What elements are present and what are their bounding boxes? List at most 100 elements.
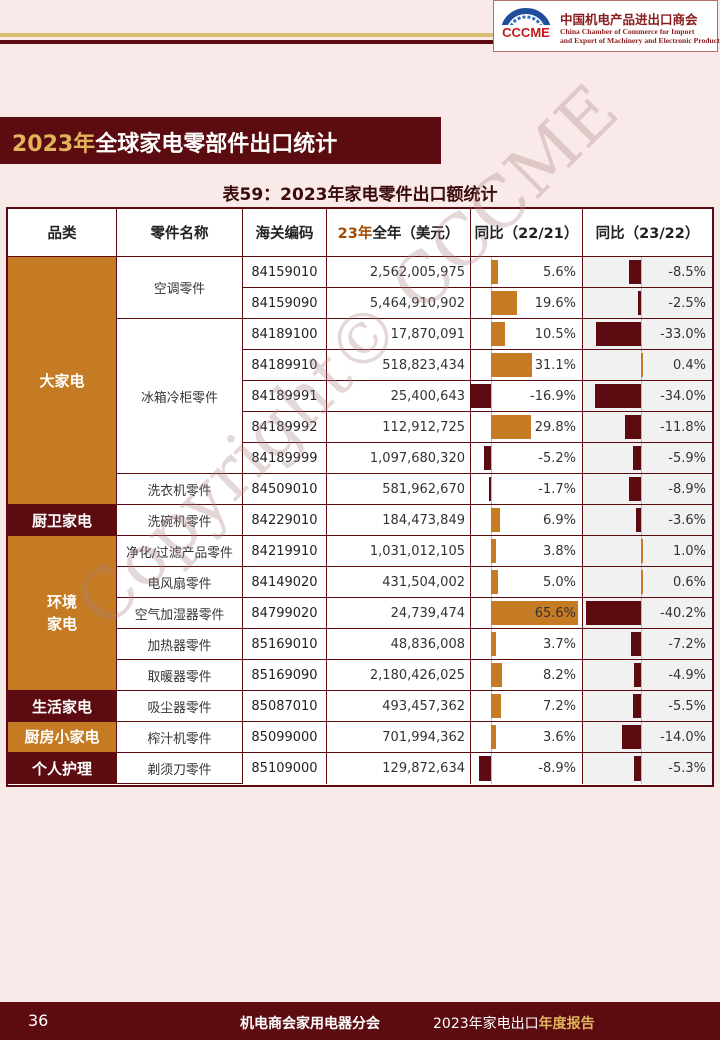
yoy-bar [586, 601, 641, 625]
yoy-bar [633, 694, 641, 718]
header-value: 23年 全年（美元） [327, 209, 471, 257]
part-name-cell: 电风扇零件 [117, 567, 243, 598]
category-cell: 厨卫家电 [8, 505, 117, 536]
yoy-bar [491, 353, 533, 377]
part-name-cell: 冰箱冷柜零件 [117, 319, 243, 474]
part-name-cell: 榨汁机零件 [117, 722, 243, 753]
export-value-cell: 518,823,434 [327, 350, 471, 381]
yoy-value: 29.8% [534, 419, 576, 435]
svg-text:CCCME: CCCME [502, 25, 550, 40]
yoy-23-22-cell: 0.4% [583, 350, 712, 381]
export-value-cell: 1,031,012,105 [327, 536, 471, 567]
export-value-cell: 5,464,910,902 [327, 288, 471, 319]
yoy-bar [491, 322, 505, 346]
yoy-value: 1.0% [672, 543, 706, 559]
export-value-cell: 431,504,002 [327, 567, 471, 598]
yoy-bar [479, 756, 491, 781]
hs-code-cell: 84159010 [243, 257, 327, 288]
yoy-value: -8.5% [668, 264, 706, 280]
yoy-23-22-cell: -40.2% [583, 598, 712, 629]
yoy-bar [633, 756, 641, 781]
yoy-value: -33.0% [660, 326, 706, 342]
yoy-value: -11.8% [660, 419, 706, 435]
bar-axis [641, 505, 642, 535]
hs-code-cell: 84189910 [243, 350, 327, 381]
export-value-cell: 24,739,474 [327, 598, 471, 629]
yoy-23-22-cell: -33.0% [583, 319, 712, 350]
bar-axis [641, 381, 642, 411]
category-cell: 大家电 [8, 257, 117, 505]
yoy-22-21-cell: 3.8% [471, 536, 583, 567]
yoy-23-22-cell: 0.6% [583, 567, 712, 598]
yoy-bar [631, 632, 641, 656]
yoy-value: -34.0% [660, 388, 706, 404]
hs-code-cell: 84189992 [243, 412, 327, 443]
org-name-en-line2: and Export of Machinery and Electronic P… [560, 35, 720, 45]
yoy-bar [491, 539, 497, 563]
bar-axis [641, 443, 642, 473]
yoy-23-22-cell: -4.9% [583, 660, 712, 691]
yoy-bar [471, 384, 491, 408]
yoy-value: -4.9% [668, 667, 706, 683]
export-value-cell: 112,912,725 [327, 412, 471, 443]
hs-code-cell: 85099000 [243, 722, 327, 753]
yoy-value: 31.1% [534, 357, 576, 373]
category-cell: 环境 家电 [8, 536, 117, 691]
yoy-bar [491, 260, 499, 284]
yoy-value: -5.5% [668, 698, 706, 714]
footer-bar: 36 机电商会家用电器分会 2023年家电出口年度报告 [0, 1002, 720, 1040]
yoy-value: 8.2% [542, 667, 576, 683]
yoy-23-22-cell: 1.0% [583, 536, 712, 567]
category-cell: 个人护理 [8, 753, 117, 784]
hs-code-cell: 84149020 [243, 567, 327, 598]
bar-axis [641, 288, 642, 318]
export-value-cell: 2,562,005,975 [327, 257, 471, 288]
hs-code-cell: 84189999 [243, 443, 327, 474]
yoy-bar [491, 415, 531, 439]
yoy-value: 19.6% [534, 295, 576, 311]
bar-axis [491, 474, 492, 504]
export-value-cell: 25,400,643 [327, 381, 471, 412]
yoy-23-22-cell: -3.6% [583, 505, 712, 536]
table-title: 表59：2023年家电零件出口额统计 [222, 185, 498, 205]
yoy-23-22-cell: -5.5% [583, 691, 712, 722]
category-label: 大家电 [39, 371, 85, 390]
yoy-bar [641, 539, 643, 563]
yoy-22-21-cell: 3.7% [471, 629, 583, 660]
hs-code-cell: 84229010 [243, 505, 327, 536]
part-name-cell: 吸尘器零件 [117, 691, 243, 722]
yoy-value: 3.6% [542, 729, 576, 745]
bar-axis [641, 691, 642, 721]
part-name-cell: 加热器零件 [117, 629, 243, 660]
yoy-value: 7.2% [542, 698, 576, 714]
footer-report-prefix: 2023年家电出口 [433, 1016, 539, 1032]
bar-axis [491, 443, 492, 473]
section-title-text: 全球家电零部件出口统计 [95, 132, 338, 157]
yoy-23-22-cell: -5.3% [583, 753, 712, 784]
yoy-bar [624, 415, 641, 439]
yoy-22-21-cell: 29.8% [471, 412, 583, 443]
part-name-cell: 洗衣机零件 [117, 474, 243, 505]
hs-code-cell: 84509010 [243, 474, 327, 505]
org-name-en: China Chamber of Commerce for Import and… [560, 27, 720, 45]
part-name-cell: 空调零件 [117, 257, 243, 319]
category-label: 厨房小家电 [24, 728, 100, 746]
hs-code-cell: 85169090 [243, 660, 327, 691]
org-name-en-line1: China Chamber of Commerce for Import [560, 27, 695, 36]
yoy-value: 10.5% [534, 326, 576, 342]
hs-code-cell: 84799020 [243, 598, 327, 629]
footer-report-highlight: 年度报告 [538, 1016, 595, 1032]
yoy-bar [636, 508, 641, 532]
cccme-logo: CCCME 中国机电产品进出口商会 China Chamber of Comme… [493, 0, 720, 52]
header-yoy-22-21: 同比（22/21） [471, 209, 583, 257]
category-label: 厨卫家电 [31, 511, 92, 530]
export-value-cell: 48,836,008 [327, 629, 471, 660]
bar-axis [491, 381, 492, 411]
header-dark-rule [0, 40, 495, 44]
section-title-year: 2023年 [12, 132, 96, 157]
category-cell: 厨房小家电 [8, 722, 117, 753]
bar-axis [641, 412, 642, 442]
org-name-cn: 中国机电产品进出口商会 [560, 12, 698, 27]
export-value-cell: 184,473,849 [327, 505, 471, 536]
yoy-bar [641, 353, 643, 377]
